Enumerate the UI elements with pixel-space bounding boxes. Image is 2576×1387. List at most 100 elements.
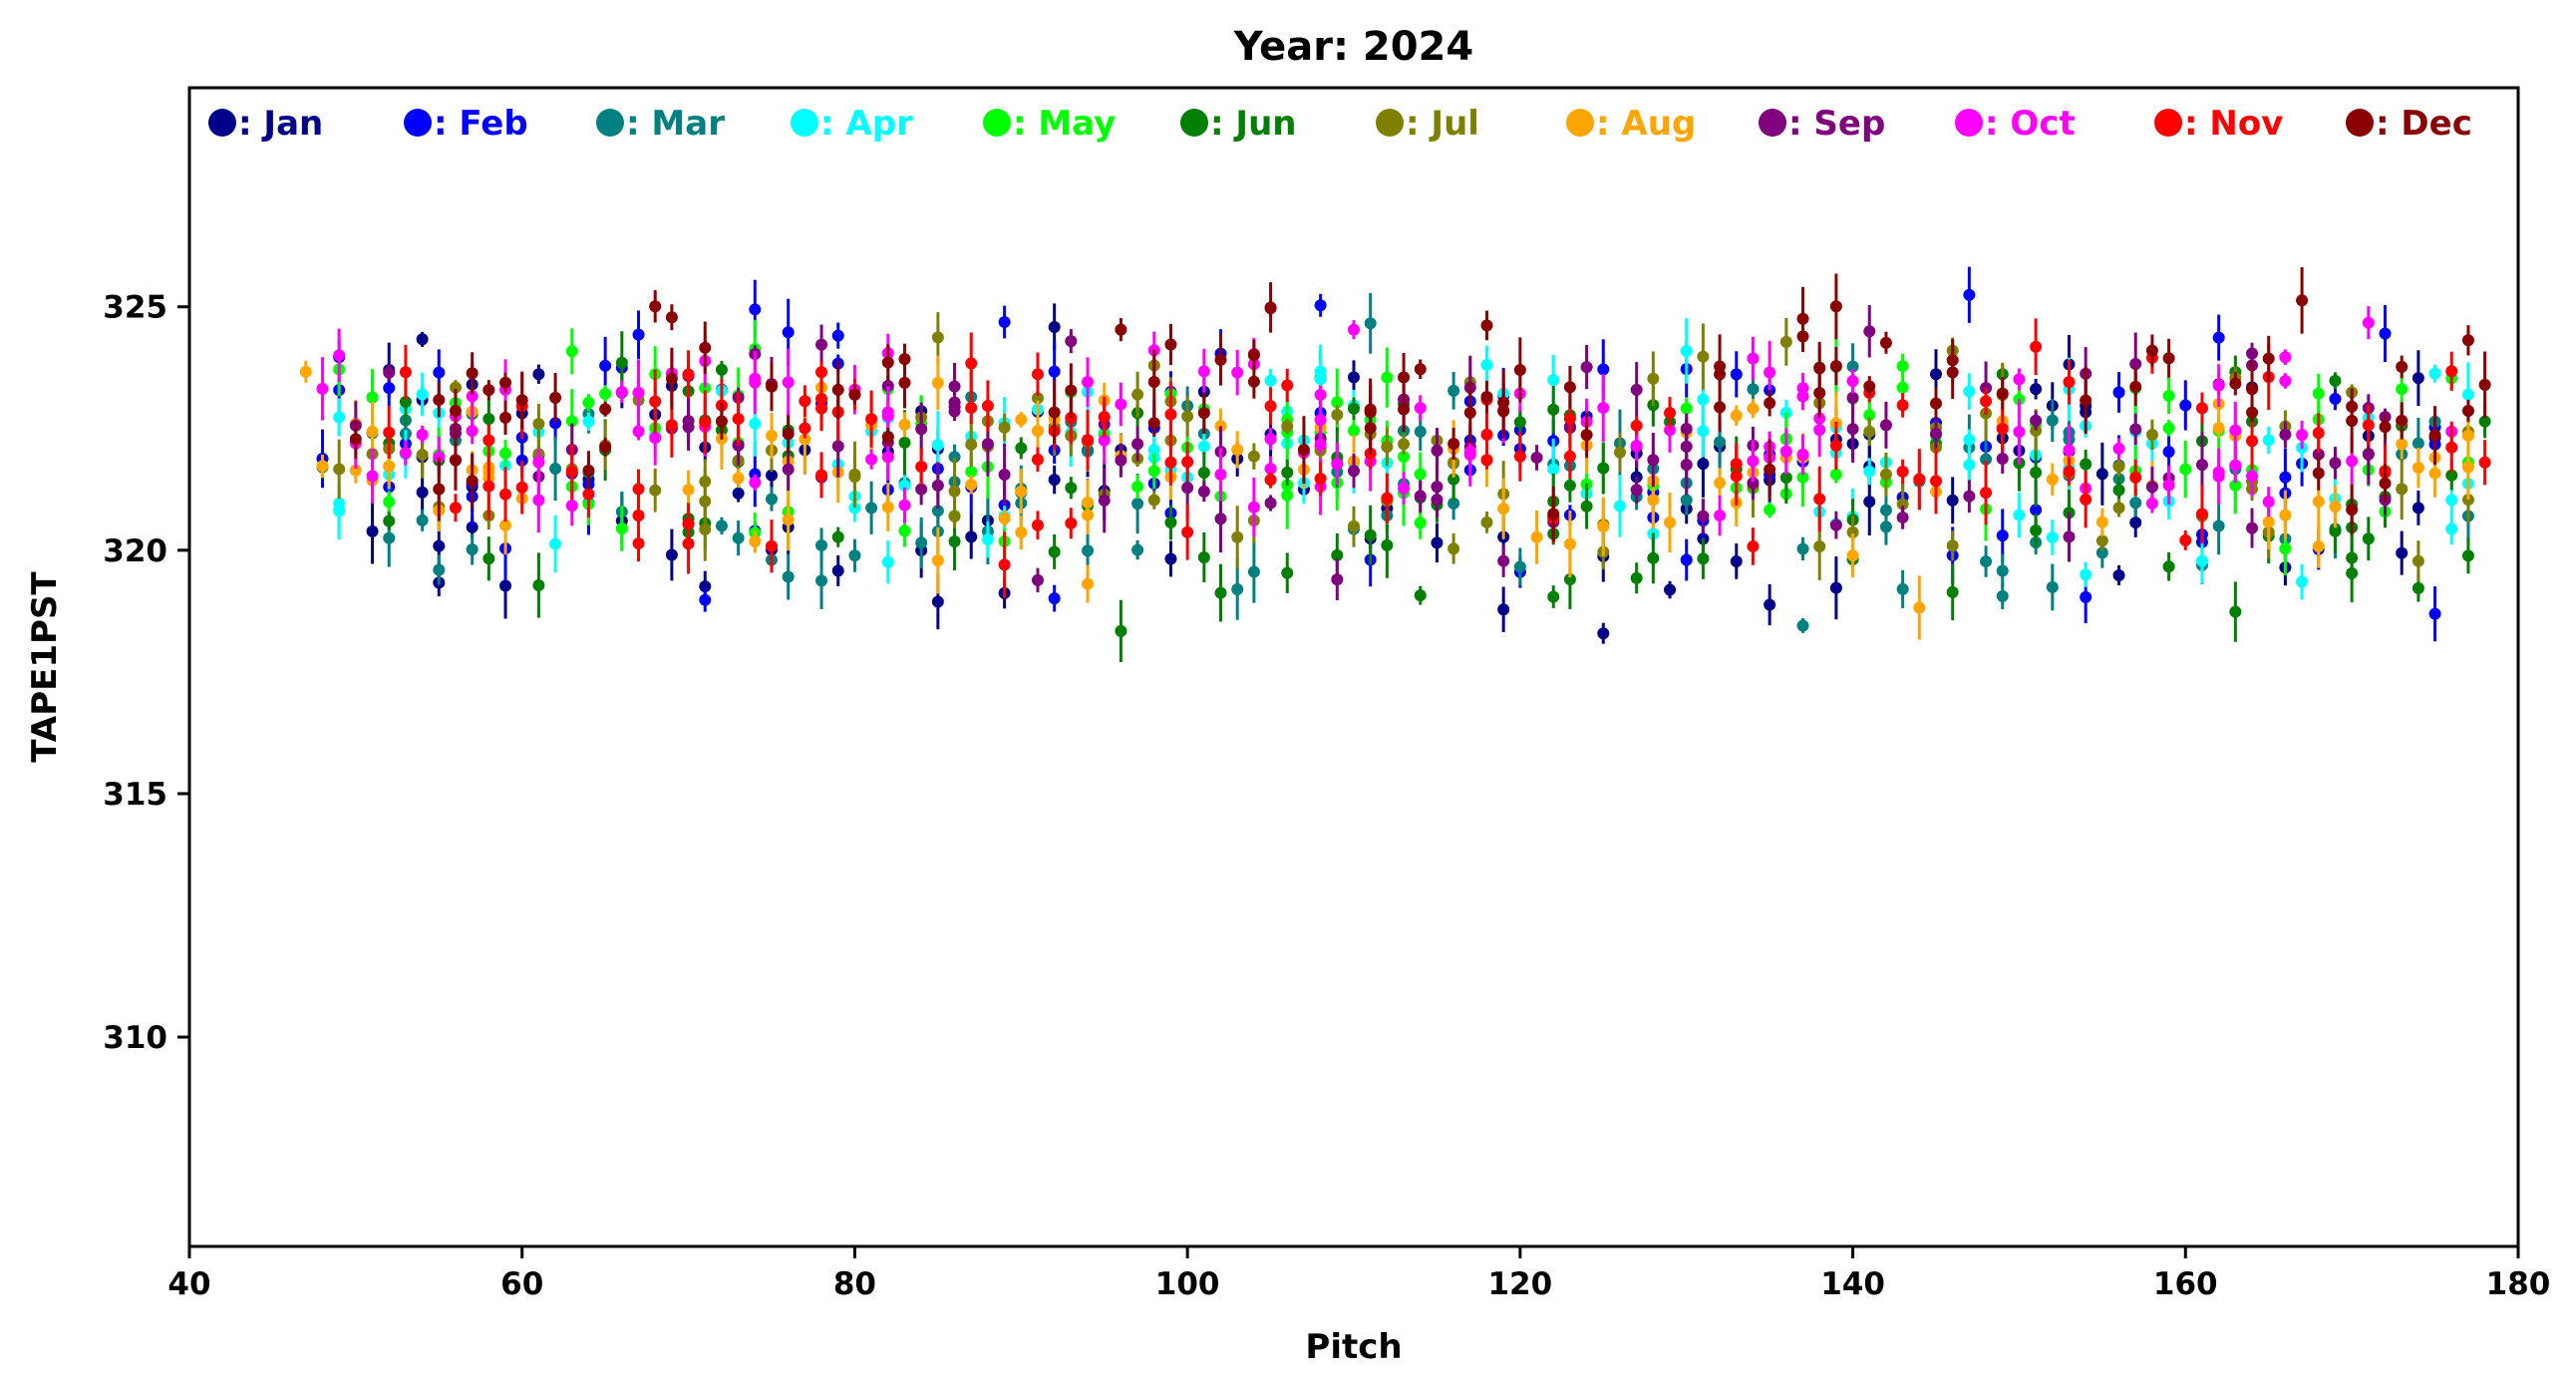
x-axis-label: Pitch [1305,1327,1402,1367]
data-point [2445,494,2458,507]
data-point [1630,440,1643,453]
data-point [2046,580,2059,593]
data-point [1664,407,1677,420]
data-point [1231,443,1244,456]
data-point [948,485,961,498]
data-point [499,579,512,592]
data-point [1231,366,1244,379]
data-point [399,447,412,460]
data-point [1463,406,1476,419]
data-point [1115,624,1127,637]
data-point [2112,386,2125,399]
data-point [1231,530,1244,543]
data-point [1164,338,1177,351]
data-point [582,396,595,409]
data-point [1597,462,1610,475]
data-point [815,393,828,406]
data-point [1779,472,1792,485]
data-point [1214,353,1227,366]
data-point [1913,601,1926,614]
data-point [2162,422,2175,435]
data-point [1497,603,1510,616]
data-point [2478,378,2491,391]
data-point [1497,405,1510,418]
data-point [1048,474,1061,487]
data-point [2329,457,2342,470]
data-point [1015,442,1028,455]
data-point [632,328,645,341]
data-point [1082,577,1095,590]
data-point [1031,392,1044,405]
data-point [383,515,396,527]
data-point [2461,334,2474,347]
data-point [2080,568,2093,581]
data-point [2095,534,2108,547]
data-point [2461,461,2474,474]
data-point [749,468,762,481]
data-point [799,395,811,408]
data-point [2312,387,2325,400]
data-point [383,382,396,395]
data-point [1348,465,1360,478]
data-point [2162,560,2175,573]
data-point [1098,494,1111,507]
data-point [1747,402,1760,415]
data-point [2246,470,2259,483]
data-point [865,413,878,426]
data-point [565,466,578,479]
ticks-layer: 40 60 80 100 120 140 160 180 310 315 320 325 [103,290,2550,1302]
data-point [831,564,844,577]
data-point [782,514,795,526]
data-point [383,460,396,473]
data-point [1513,560,1526,573]
data-point [1730,368,1743,381]
data-point [2063,376,2076,389]
data-point [1597,627,1610,640]
chart-title: Year: 2024 [1233,24,1473,70]
data-point [915,423,928,436]
data-point [1630,571,1643,584]
data-point [515,481,528,494]
data-point [1015,413,1028,426]
data-point [931,595,944,608]
data-point [2129,497,2142,510]
data-point [2346,455,2359,468]
data-point [815,538,828,551]
data-point [2212,379,2225,392]
legend-marker [983,109,1011,137]
data-point [433,394,446,407]
data-point [2179,399,2192,412]
data-point [1197,407,1210,420]
data-point [2112,502,2125,515]
data-point [1448,438,1460,451]
data-point [1381,538,1394,551]
data-point [1381,492,1394,505]
data-point [1031,453,1044,466]
legend-label: : Feb [434,104,528,144]
data-point [2279,351,2292,364]
data-point [2145,497,2158,510]
data-point [2262,434,2275,447]
data-point [2212,466,2225,479]
data-point [1580,500,1593,513]
data-point [1048,406,1061,419]
data-point [1980,453,1993,466]
data-point [2461,388,2474,401]
data-point [1547,463,1560,476]
data-point [1281,566,1294,579]
data-point [2046,414,2059,427]
data-point [449,454,462,467]
data-point [1314,438,1327,451]
data-point [2329,501,2342,514]
data-point [1015,526,1028,539]
data-point [1431,444,1444,457]
data-point [1513,416,1526,429]
data-point [1829,519,1842,531]
legend-label: : Aug [1596,104,1696,144]
data-point [366,524,379,537]
data-point [2362,532,2375,545]
data-point [1930,428,1942,441]
x-tick-label: 160 [2153,1266,2218,1302]
data-point [1214,468,1227,481]
data-point [1547,403,1560,416]
